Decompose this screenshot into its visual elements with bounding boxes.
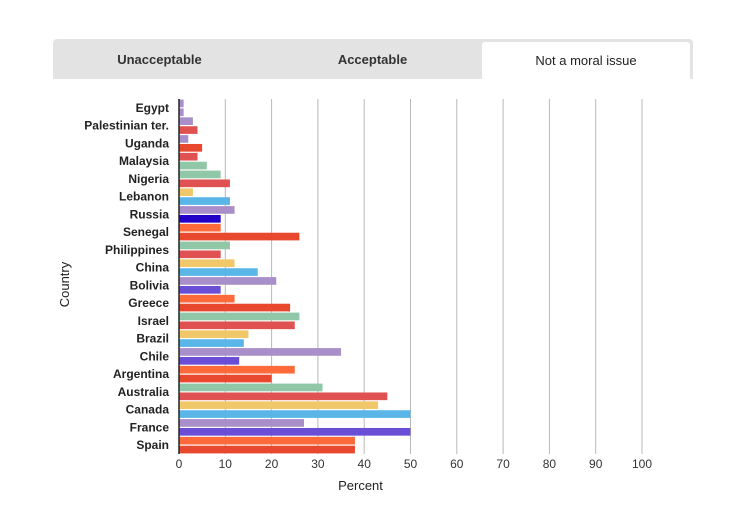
category-label: Israel (138, 314, 169, 328)
bar[interactable] (179, 383, 323, 392)
bar[interactable] (179, 410, 411, 418)
bar[interactable] (179, 135, 189, 143)
category-label: Brazil (136, 332, 169, 346)
tab-acceptable[interactable]: Acceptable (337, 51, 408, 67)
bar[interactable] (179, 170, 221, 179)
x-tick-label: 0 (176, 457, 183, 471)
bar[interactable] (179, 268, 258, 276)
x-tick-label: 80 (543, 457, 557, 471)
bar[interactable] (179, 321, 295, 330)
bar[interactable] (179, 419, 305, 427)
bar[interactable] (179, 241, 230, 250)
bar[interactable] (179, 303, 291, 312)
category-label: Canada (126, 403, 170, 417)
bar[interactable] (179, 250, 221, 259)
bar[interactable] (179, 179, 230, 188)
bar[interactable] (179, 445, 355, 454)
tab-not-a-moral-issue[interactable]: Not a moral issue (482, 42, 690, 79)
bar[interactable] (179, 99, 184, 108)
bar[interactable] (179, 259, 235, 268)
category-label: China (136, 261, 170, 275)
category-label: Chile (140, 349, 170, 363)
x-tick-label: 30 (311, 457, 325, 471)
bar[interactable] (179, 374, 272, 383)
category-label: Egypt (136, 101, 169, 115)
bar[interactable] (179, 108, 184, 117)
x-tick-label: 100 (632, 457, 652, 471)
bar[interactable] (179, 223, 221, 232)
category-label: Bolivia (130, 278, 170, 292)
bars (179, 99, 411, 454)
bar[interactable] (179, 143, 203, 152)
bar[interactable] (179, 312, 300, 321)
x-tick-label: 90 (589, 457, 603, 471)
bar[interactable] (179, 436, 355, 445)
bar[interactable] (179, 392, 388, 401)
category-label: Malaysia (119, 154, 169, 168)
x-tick-label: 60 (450, 457, 464, 471)
bar[interactable] (179, 117, 193, 126)
x-tick-labels: 0 10 20 30 40 50 60 70 80 90 100 (176, 457, 653, 471)
x-tick-label: 50 (404, 457, 418, 471)
x-axis-title: Percent (338, 478, 383, 493)
bar[interactable] (179, 339, 244, 347)
category-label: Senegal (123, 225, 169, 239)
bar[interactable] (179, 285, 221, 294)
category-label: Australia (118, 385, 170, 399)
bar[interactable] (179, 356, 240, 365)
bar[interactable] (179, 427, 411, 436)
bar[interactable] (179, 126, 198, 134)
bar[interactable] (179, 214, 221, 223)
bar[interactable] (179, 330, 249, 339)
bar[interactable] (179, 206, 235, 214)
category-label: Argentina (113, 367, 169, 381)
bar[interactable] (179, 294, 235, 303)
bar[interactable] (179, 277, 277, 285)
gridlines (224, 99, 643, 454)
category-label: Greece (128, 296, 169, 310)
bar[interactable] (179, 152, 198, 161)
category-label: France (130, 420, 170, 434)
bar[interactable] (179, 401, 379, 410)
bar[interactable] (179, 197, 230, 205)
bar[interactable] (179, 365, 295, 374)
category-label: Nigeria (128, 172, 169, 186)
category-label: Russia (130, 207, 170, 221)
x-tick-label: 70 (496, 457, 510, 471)
bar[interactable] (179, 348, 342, 356)
bar[interactable] (179, 161, 207, 170)
x-tick-label: 20 (265, 457, 279, 471)
category-label: Spain (136, 438, 169, 452)
bar[interactable] (179, 188, 193, 197)
category-label: Philippines (105, 243, 169, 257)
bar[interactable] (179, 232, 300, 241)
category-label: Palestinian ter. (84, 119, 169, 133)
category-label: Uganda (125, 136, 169, 150)
x-tick-label: 10 (219, 457, 233, 471)
category-labels: Egypt Palestinian ter. Uganda Malaysia Niger… (84, 101, 169, 452)
category-label: Lebanon (119, 190, 169, 204)
y-axis-title: Country (57, 261, 72, 307)
tab-bar: Unacceptable Acceptable Not a moral issu… (53, 39, 693, 79)
x-tick-label: 40 (358, 457, 372, 471)
tab-unacceptable[interactable]: Unacceptable (117, 51, 202, 67)
